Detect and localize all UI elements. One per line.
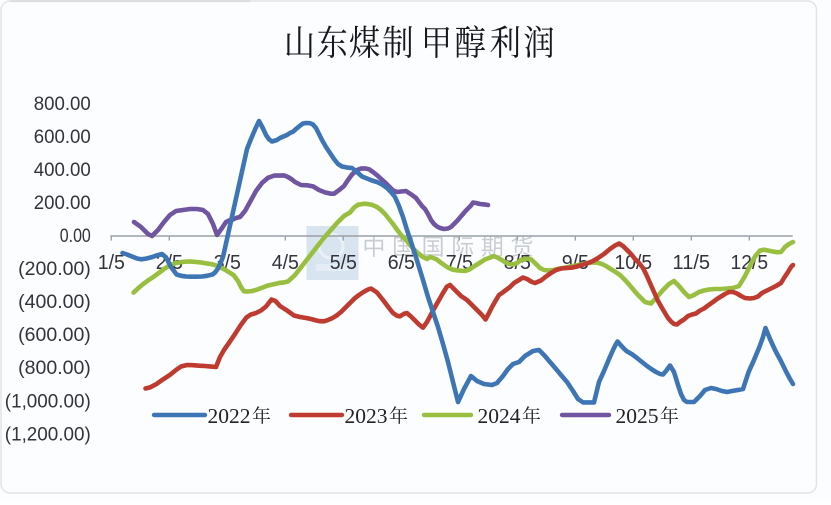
svg-text:1/5: 1/5 <box>98 251 125 274</box>
svg-text:4/5: 4/5 <box>272 251 299 274</box>
svg-text:2025: 2025 <box>616 404 659 428</box>
svg-text:2023: 2023 <box>345 404 388 428</box>
svg-text:800.00: 800.00 <box>34 94 91 115</box>
svg-text:(200.00): (200.00) <box>18 259 91 280</box>
svg-text:2022: 2022 <box>208 404 251 428</box>
svg-text:0.00: 0.00 <box>60 226 91 247</box>
svg-text:200.00: 200.00 <box>34 193 91 214</box>
svg-text:6/5: 6/5 <box>388 251 415 274</box>
svg-text:2024: 2024 <box>478 404 521 428</box>
svg-text:(800.00): (800.00) <box>18 358 91 379</box>
svg-text:5/5: 5/5 <box>330 251 357 274</box>
svg-text:400.00: 400.00 <box>34 160 91 181</box>
svg-text:(1,000.00): (1,000.00) <box>5 391 91 412</box>
svg-text:600.00: 600.00 <box>34 127 91 148</box>
svg-text:(400.00): (400.00) <box>18 292 91 313</box>
svg-text:(600.00): (600.00) <box>18 325 91 346</box>
svg-text:11/5: 11/5 <box>673 251 711 274</box>
svg-text:(1,200.00): (1,200.00) <box>5 424 91 445</box>
